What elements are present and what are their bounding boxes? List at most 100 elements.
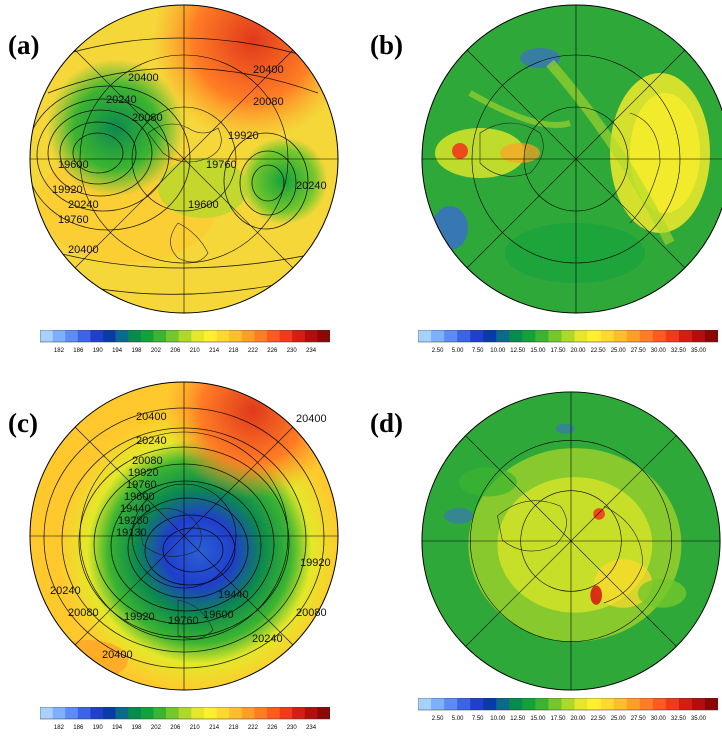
colorbar-swatch — [574, 330, 588, 342]
colorbar-swatch — [65, 330, 79, 342]
colorbar-swatch — [90, 330, 104, 342]
colorbar-swatch — [691, 330, 706, 342]
colorbar-swatch — [292, 330, 306, 342]
colorbar-swatch — [509, 698, 523, 710]
colorbar-swatch — [40, 330, 53, 342]
colorbar-swatch — [626, 330, 641, 342]
colorbar-tick-label: 17.50 — [550, 716, 566, 722]
colorbar-swatch — [704, 698, 718, 710]
colorbar-swatch — [587, 698, 601, 710]
colorbar-swatch — [470, 330, 484, 342]
colorbar-tick-label: 214 — [209, 725, 220, 731]
colorbar-swatch — [254, 330, 268, 342]
colorbar-swatch — [548, 330, 562, 342]
colorbar-tick-label: 198 — [131, 348, 142, 354]
contour-label: 19130 — [116, 527, 147, 539]
contour-label: 19920 — [300, 557, 331, 569]
colorbar-swatch — [166, 330, 179, 342]
colorbar-swatch — [304, 330, 318, 342]
contour-label: 19920 — [228, 130, 259, 142]
panel-label-b: (b) — [370, 30, 403, 60]
colorbar-swatch — [65, 707, 79, 719]
colorbar-swatch — [704, 330, 718, 342]
contour-label: 20400 — [296, 413, 327, 425]
colorbar-tick-label: 25.00 — [611, 716, 627, 722]
colorbar-swatch — [431, 330, 445, 342]
contour-label: 20080 — [253, 96, 284, 108]
colorbar-swatch — [77, 330, 91, 342]
contour-label: 19920 — [52, 184, 83, 196]
colorbar-swatch — [52, 330, 66, 342]
colorbar-swatch — [600, 330, 614, 342]
colorbar-swatch — [241, 707, 255, 719]
temperature-map-c: 20400 20400 20240 20080 19920 19760 1960… — [29, 381, 339, 691]
contour-label: 19600 — [58, 159, 89, 171]
colorbar-swatch — [266, 330, 280, 342]
colorbar-swatch — [496, 698, 510, 710]
panel-label-c: (c) — [8, 408, 38, 438]
colorbar-swatch — [191, 707, 205, 719]
colorbar-tick-label: 25.00 — [611, 348, 627, 354]
colorbar-swatch — [418, 330, 432, 342]
contour-label: 19920 — [124, 611, 155, 623]
colorbar-swatch — [665, 698, 680, 710]
contour-label: 19600 — [124, 491, 155, 503]
colorbar-swatch — [178, 330, 192, 342]
colorbar-tick-label: 234 — [306, 725, 317, 731]
colorbar-swatch — [613, 330, 627, 342]
colorbar-tick-label: 222 — [248, 725, 259, 731]
colorbar-tick-label: 27.50 — [631, 716, 647, 722]
colorbar-tick-label: 230 — [287, 348, 298, 354]
wind-speed-map-d — [421, 391, 721, 691]
colorbar-border — [418, 330, 718, 343]
colorbar-tick-label: 226 — [267, 348, 278, 354]
colorbar-swatch — [317, 707, 330, 719]
contour-label: 20240 — [296, 180, 327, 192]
colorbar-tick-label: 206 — [170, 725, 181, 731]
colorbar-swatch — [103, 707, 116, 719]
colorbar-tick-label: 27.50 — [631, 348, 647, 354]
colorbar-tick-label: 182 — [54, 348, 65, 354]
colorbar-swatch — [483, 698, 497, 710]
contour-label: 19600 — [188, 199, 219, 211]
colorbar-tick-label: 7.50 — [472, 348, 484, 354]
colorbar-tick-label: 5.00 — [452, 716, 464, 722]
colorbar-swatch — [166, 707, 179, 719]
colorbar-swatch — [128, 707, 142, 719]
contour-label: 20240 — [50, 585, 81, 597]
colorbar-border — [40, 330, 330, 343]
colorbar-border — [40, 707, 330, 720]
colorbar-swatch — [77, 707, 91, 719]
colorbar-swatch — [153, 707, 167, 719]
colorbar-swatch — [292, 707, 306, 719]
colorbar-tick-label: 230 — [287, 725, 298, 731]
colorbar-swatch — [241, 330, 255, 342]
colorbar-tick-label: 194 — [112, 348, 123, 354]
colorbar-tick-label: 30.00 — [651, 716, 667, 722]
colorbar-swatch — [561, 330, 575, 342]
colorbar-tick-label: 210 — [190, 348, 201, 354]
colorbar-tick-label: 182 — [54, 725, 65, 731]
colorbar-tick-label: 226 — [267, 725, 278, 731]
colorbar-swatch — [535, 698, 549, 710]
colorbar-a: 182 186 190 194 198 202 206 210 214 218 222 226 230 2… — [40, 330, 330, 354]
colorbar-tick-label: 32.50 — [671, 716, 687, 722]
colorbar-tick-label: 198 — [131, 725, 142, 731]
colorbar-c: 182 186 190 194 198 202 206 210 214 218 222 226 230 2… — [40, 707, 330, 731]
contour-label: 19280 — [118, 515, 149, 527]
colorbar-swatch — [431, 698, 445, 710]
contour-label: 19600 — [203, 609, 234, 621]
colorbar-swatch — [229, 330, 243, 342]
colorbar-tick-label: 10.00 — [490, 716, 506, 722]
colorbar-swatch — [535, 330, 549, 342]
contour-label: 20080 — [132, 112, 163, 124]
colorbar-tick-label: 190 — [93, 725, 104, 731]
colorbar-swatch — [522, 330, 536, 342]
contour-label: 19440 — [218, 589, 249, 601]
contour-label: 20080 — [296, 607, 327, 619]
colorbar-swatch — [40, 707, 53, 719]
colorbar-swatch — [678, 698, 693, 710]
colorbar-tick-label: 35.00 — [691, 348, 707, 354]
colorbar-swatch — [613, 698, 627, 710]
colorbar-tick-label: 214 — [209, 348, 220, 354]
